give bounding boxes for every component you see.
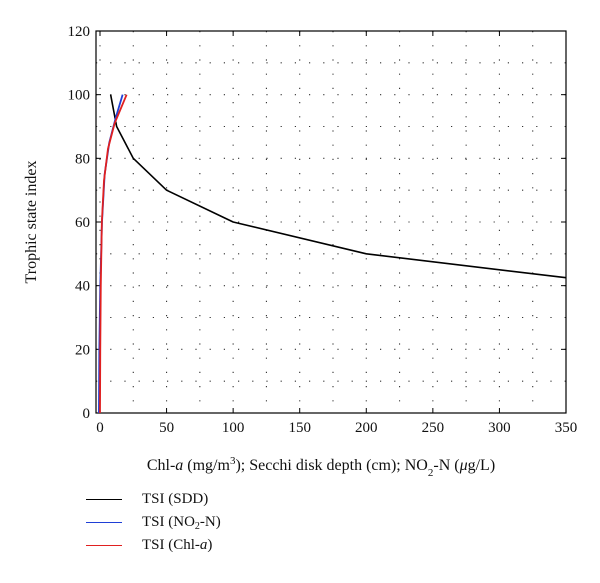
x-tick-label: 50: [159, 420, 174, 436]
y-tick-label: 20: [75, 342, 90, 358]
legend-label: TSI (Chl-a): [142, 537, 213, 553]
y-tick-label: 80: [75, 151, 90, 167]
x-tick-label: 300: [488, 420, 511, 436]
legend-swatch: [86, 499, 122, 500]
legend: TSI (SDD) TSI (NO2-N) TSI (Chl-a): [86, 488, 221, 557]
x-tick-label: 350: [555, 420, 578, 436]
y-tick-label: 120: [68, 24, 91, 40]
x-tick-label: 200: [355, 420, 378, 436]
y-tick-label: 0: [83, 406, 91, 422]
legend-swatch: [86, 545, 122, 546]
y-tick-label: 100: [68, 88, 91, 104]
y-tick-label: 40: [75, 279, 90, 295]
x-tick-label: 0: [96, 420, 104, 436]
y-axis-title: Trophic state index: [23, 161, 40, 284]
axis-ticks: 0 50 100 150 200 250 300 350 0 20 40 60 80 100 120: [68, 24, 578, 436]
legend-item: TSI (NO2-N): [86, 511, 221, 534]
legend-label: TSI (SDD): [142, 491, 209, 507]
x-tick-label: 150: [288, 420, 311, 436]
series-line-0: [109, 94, 567, 279]
legend-swatch: [86, 522, 122, 523]
x-tick-label: 100: [222, 420, 245, 436]
x-axis-title: Chl-a (mg/m3); Secchi disk depth (cm); N…: [147, 455, 495, 479]
legend-item: TSI (Chl-a): [86, 534, 221, 557]
y-tick-label: 60: [75, 215, 90, 231]
series-line-2: [99, 94, 128, 414]
grid: [96, 31, 566, 413]
legend-item: TSI (SDD): [86, 488, 221, 511]
legend-label: TSI (NO2-N): [142, 513, 221, 532]
x-tick-label: 250: [422, 420, 445, 436]
line-chart: 0 50 100 150 200 250 300 350 0 20 40 60 80 100 120 Tro…: [23, 24, 578, 479]
series-lines: [98, 94, 567, 414]
